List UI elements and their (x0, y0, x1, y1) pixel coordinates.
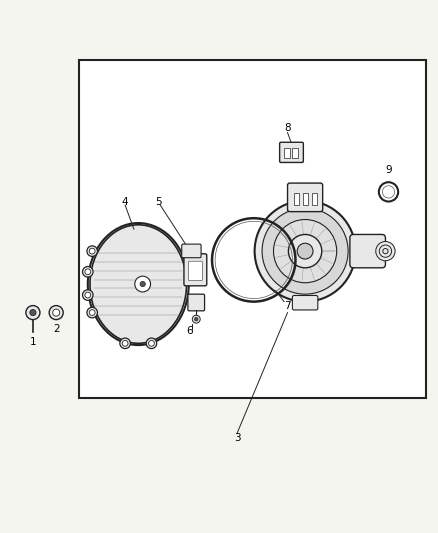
Circle shape (26, 305, 40, 320)
Circle shape (381, 185, 394, 198)
Ellipse shape (85, 292, 91, 298)
Circle shape (134, 276, 150, 292)
Circle shape (378, 245, 391, 257)
Bar (292, 148, 297, 158)
Text: 3: 3 (233, 433, 240, 443)
FancyBboxPatch shape (287, 183, 322, 212)
Circle shape (254, 200, 355, 302)
Circle shape (194, 318, 198, 321)
Ellipse shape (87, 308, 97, 318)
Circle shape (288, 235, 321, 268)
Circle shape (297, 243, 312, 259)
Ellipse shape (85, 269, 91, 274)
Circle shape (261, 208, 347, 294)
Text: 1: 1 (29, 337, 36, 348)
Text: 2: 2 (53, 324, 60, 334)
Circle shape (140, 281, 145, 287)
Bar (79, 60, 425, 398)
Ellipse shape (90, 225, 186, 343)
Ellipse shape (89, 310, 95, 316)
Ellipse shape (87, 246, 97, 256)
Text: 7: 7 (283, 301, 290, 311)
Text: 4: 4 (121, 197, 128, 206)
FancyBboxPatch shape (349, 235, 385, 268)
Ellipse shape (122, 341, 128, 346)
Text: 5: 5 (154, 197, 161, 206)
Bar (284, 148, 290, 158)
Text: 6: 6 (186, 327, 193, 336)
Bar (302, 193, 307, 205)
FancyBboxPatch shape (187, 294, 204, 311)
Ellipse shape (82, 266, 93, 277)
Circle shape (273, 220, 336, 282)
Ellipse shape (120, 338, 130, 349)
Text: 8: 8 (283, 123, 290, 133)
Circle shape (375, 241, 394, 261)
Text: 9: 9 (384, 165, 391, 175)
Bar (311, 193, 316, 205)
Circle shape (53, 309, 60, 316)
Circle shape (49, 305, 63, 320)
Ellipse shape (146, 338, 156, 349)
FancyBboxPatch shape (292, 295, 317, 310)
FancyBboxPatch shape (279, 142, 303, 163)
Circle shape (382, 248, 387, 254)
Ellipse shape (82, 290, 93, 300)
Circle shape (192, 315, 200, 323)
Circle shape (30, 310, 36, 316)
FancyBboxPatch shape (188, 261, 202, 280)
FancyBboxPatch shape (181, 244, 201, 258)
Bar (293, 193, 299, 205)
Ellipse shape (148, 341, 154, 346)
FancyBboxPatch shape (184, 254, 206, 286)
Ellipse shape (89, 248, 95, 254)
